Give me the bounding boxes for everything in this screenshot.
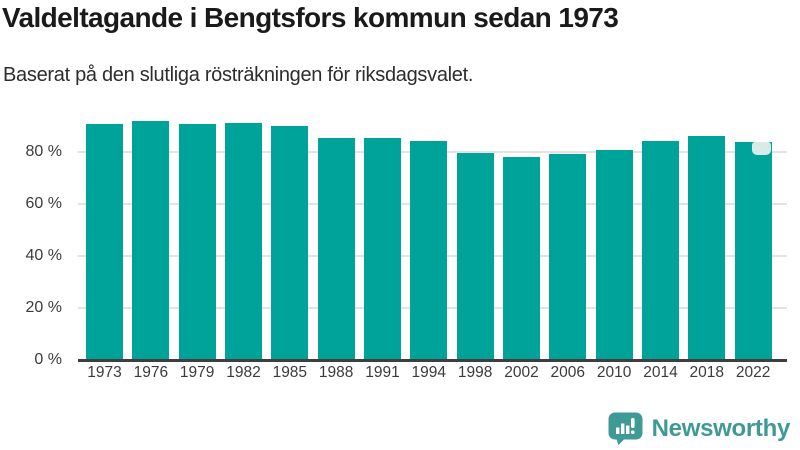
newsworthy-logo-text: Newsworthy xyxy=(651,414,791,442)
y-axis-label-0: 0 % xyxy=(34,351,62,368)
x-axis-label-2010: 2010 xyxy=(596,364,632,381)
bar-2014 xyxy=(641,141,679,360)
bar-2006 xyxy=(549,154,587,360)
x-axis-label-1988: 1988 xyxy=(318,364,354,381)
x-axis-label-2022: 2022 xyxy=(735,364,771,381)
newsworthy-logo[interactable]: Newsworthy xyxy=(608,412,790,445)
bar-1998 xyxy=(456,153,494,360)
bar-2018 xyxy=(688,136,726,360)
latest-value-marker xyxy=(751,142,771,155)
bar-chart-plot-area xyxy=(78,94,787,360)
bar-1973 xyxy=(86,124,123,360)
y-axis-label-40: 40 % xyxy=(25,246,62,264)
bar-1976 xyxy=(132,121,170,360)
x-axis-label-2006: 2006 xyxy=(550,364,586,381)
y-axis-label-60: 60 % xyxy=(25,194,62,212)
y-axis-label-80: 80 % xyxy=(25,142,62,160)
x-axis-label-1979: 1979 xyxy=(179,364,215,381)
chart-title: Valdeltagande i Bengtsfors kommun sedan … xyxy=(2,2,619,33)
x-axis-line xyxy=(78,359,787,362)
bar-2022 xyxy=(734,142,772,360)
bar-1979 xyxy=(178,124,216,360)
x-axis-label-1994: 1994 xyxy=(411,364,447,381)
bar-2002 xyxy=(502,157,540,360)
x-axis-label-1973: 1973 xyxy=(87,364,122,381)
bar-1982 xyxy=(224,123,262,360)
y-axis: 0 % 20 % 40 % 60 % 80 % xyxy=(0,94,62,368)
x-axis: 1973 1976 1979 1982 1985 1988 1991 1994 1998 2002… xyxy=(78,364,787,388)
bar-2010 xyxy=(595,150,633,360)
bar-1988 xyxy=(317,138,355,360)
bar-1994 xyxy=(410,141,448,360)
y-axis-label-20: 20 % xyxy=(25,298,62,316)
newsworthy-chart-bubble-icon xyxy=(608,412,643,445)
bar-1985 xyxy=(271,126,309,360)
x-axis-label-1998: 1998 xyxy=(457,364,493,381)
x-axis-label-2002: 2002 xyxy=(504,364,539,381)
x-axis-label-1976: 1976 xyxy=(133,364,169,381)
x-axis-label-2018: 2018 xyxy=(689,364,725,381)
bar-1991 xyxy=(363,138,401,360)
chart-subtitle: Baserat på den slutliga rösträkningen fö… xyxy=(3,64,474,86)
x-axis-label-1985: 1985 xyxy=(272,364,308,381)
x-axis-label-1982: 1982 xyxy=(226,364,261,381)
x-axis-label-2014: 2014 xyxy=(643,364,678,381)
x-axis-label-1991: 1991 xyxy=(365,364,400,381)
